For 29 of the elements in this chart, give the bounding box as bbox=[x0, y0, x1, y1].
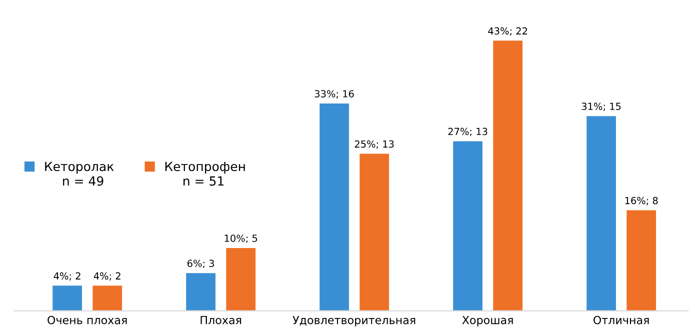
bar bbox=[52, 286, 82, 311]
bar bbox=[92, 286, 122, 311]
bar bbox=[320, 104, 349, 311]
data-label: 10%; 5 bbox=[224, 234, 258, 243]
x-tick-label: Хорошая bbox=[462, 316, 513, 326]
legend-label: Кетопрофен bbox=[165, 162, 245, 174]
x-tick-label: Удовлетворительная bbox=[292, 316, 416, 326]
bar bbox=[586, 116, 616, 311]
bar bbox=[360, 154, 390, 311]
bar bbox=[453, 141, 482, 311]
data-label: 16%; 8 bbox=[625, 196, 658, 206]
bar bbox=[186, 273, 216, 311]
data-label: 6%; 3 bbox=[187, 260, 214, 268]
legend-label: Кеторолак bbox=[45, 162, 114, 174]
data-label: 33%; 16 bbox=[314, 90, 354, 98]
x-tick-label: Плохая bbox=[200, 316, 242, 324]
data-label: 4%; 2 bbox=[54, 272, 80, 281]
x-tick-label: Очень плохая bbox=[48, 316, 127, 324]
bar bbox=[493, 40, 523, 311]
data-label: 25%; 13 bbox=[354, 140, 394, 149]
x-tick-label: Отличная bbox=[593, 316, 649, 324]
data-label: 27%; 13 bbox=[448, 128, 488, 136]
bar bbox=[626, 210, 656, 311]
annotation: n = 51 bbox=[184, 176, 224, 186]
bar bbox=[226, 248, 256, 311]
annotation: n = 49 bbox=[63, 176, 104, 186]
data-label: 43%; 22 bbox=[488, 27, 528, 36]
data-label: 4%; 2 bbox=[94, 272, 120, 281]
data-label: 31%; 15 bbox=[582, 102, 621, 112]
